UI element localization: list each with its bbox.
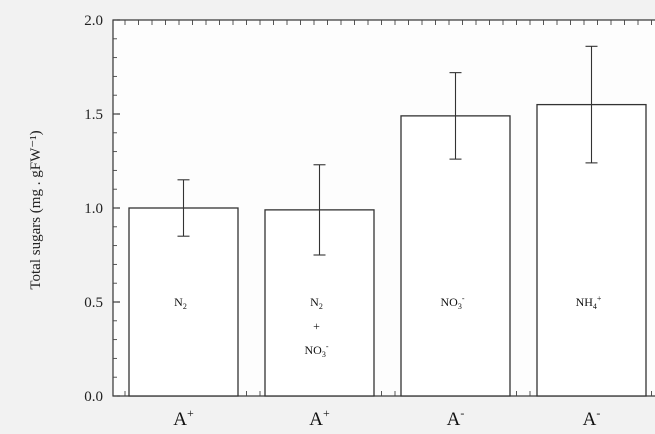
bar-label: NH4+ bbox=[576, 294, 602, 311]
bar-label: N2 bbox=[174, 295, 187, 311]
y-tick-label: 0.0 bbox=[84, 389, 103, 405]
x-category-label: A- bbox=[447, 406, 465, 430]
bar-label: + bbox=[313, 319, 320, 333]
y-tick-label: 0.5 bbox=[84, 295, 103, 311]
y-tick-label: 1.5 bbox=[84, 107, 103, 123]
x-category-label: A- bbox=[583, 406, 601, 430]
x-category-label: A+ bbox=[173, 406, 194, 430]
bar-label: NO3- bbox=[304, 342, 328, 359]
x-axis-category-labels: A+ A+ A- A- bbox=[173, 406, 600, 430]
bar bbox=[128, 207, 239, 397]
bar-label: N2 bbox=[310, 295, 323, 311]
bars: N2 N2 + NO3- NO3- NH4+ bbox=[128, 45, 647, 397]
y-tick-label: 1.0 bbox=[84, 201, 103, 217]
bar-label: NO3- bbox=[440, 294, 464, 311]
y-axis-title: Total sugars (mg . gFW⁻¹) bbox=[28, 130, 44, 289]
y-tick-label: 2.0 bbox=[84, 13, 103, 29]
x-category-label: A+ bbox=[309, 406, 330, 430]
y-axis: 0.0 0.5 1.0 1.5 2.0 bbox=[84, 13, 120, 405]
